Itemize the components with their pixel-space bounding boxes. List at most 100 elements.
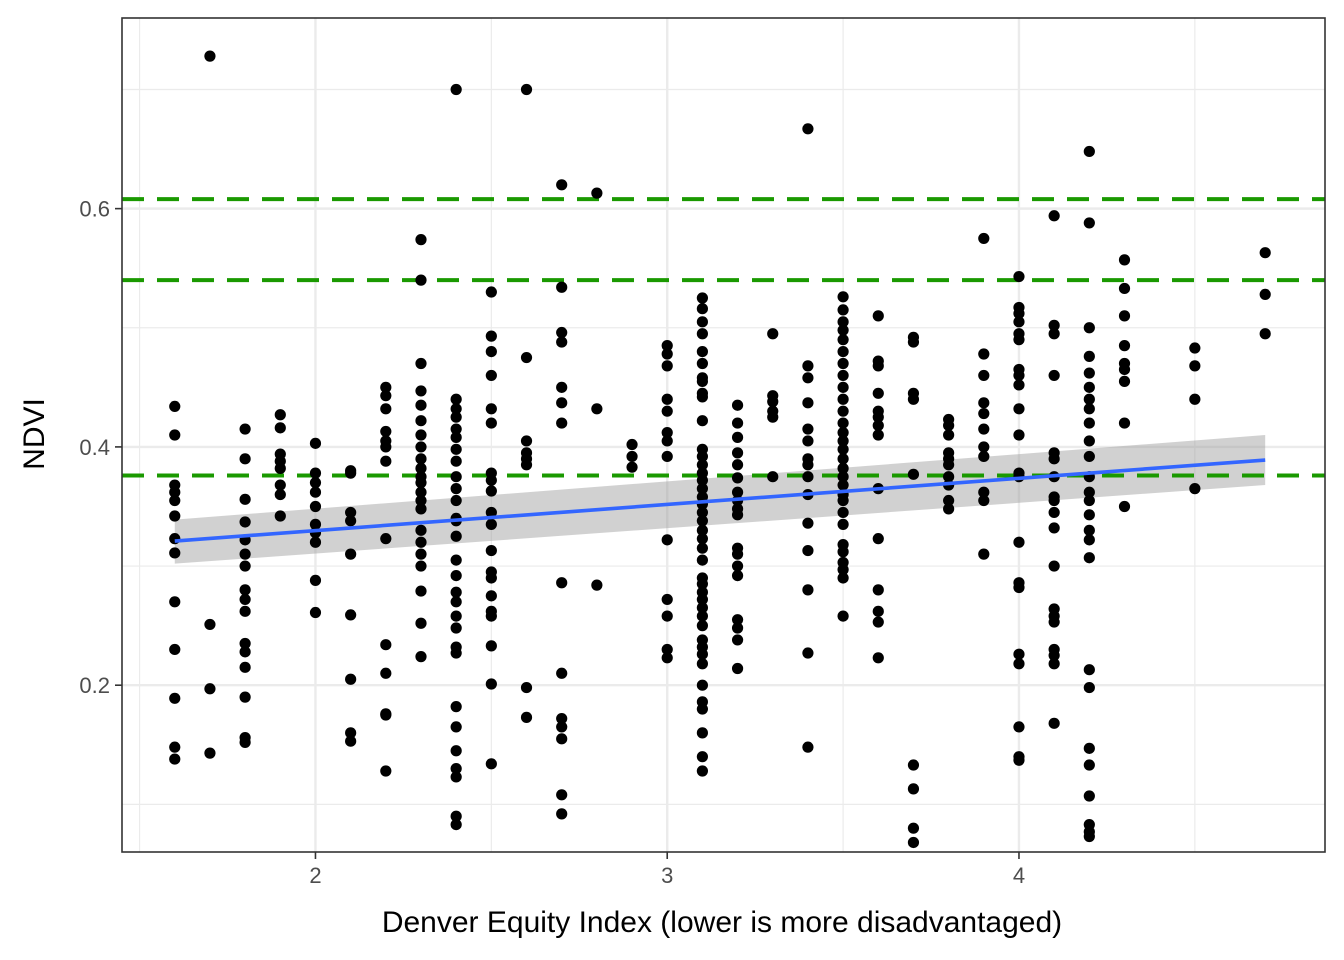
y-tick-label: 0.2 <box>79 673 110 698</box>
data-point <box>1048 506 1060 519</box>
data-point <box>731 509 744 521</box>
data-point <box>696 515 708 527</box>
data-point <box>767 396 779 408</box>
data-point <box>520 459 533 471</box>
panel-border <box>121 17 1326 853</box>
data-point <box>1013 307 1025 320</box>
data-point <box>204 618 216 631</box>
data-point <box>1189 393 1201 405</box>
data-point <box>731 472 744 484</box>
data-point <box>239 736 251 748</box>
data-point <box>415 234 427 246</box>
data-point <box>591 403 603 415</box>
data-point <box>415 462 427 474</box>
data-point <box>1118 254 1131 266</box>
data-point <box>274 422 286 434</box>
data-point <box>485 369 497 382</box>
data-point <box>450 622 462 634</box>
data-point <box>380 441 392 453</box>
data-point <box>837 546 849 558</box>
data-point <box>485 330 497 342</box>
data-point <box>661 652 673 664</box>
data-point <box>450 83 462 96</box>
data-point <box>1048 522 1060 534</box>
data-point <box>661 427 673 439</box>
data-point <box>907 393 920 405</box>
data-point <box>485 678 497 690</box>
data-point <box>239 661 251 673</box>
data-point <box>415 385 427 397</box>
data-point <box>802 459 814 471</box>
data-point <box>169 494 181 507</box>
data-point <box>415 415 427 427</box>
data-point <box>767 328 779 340</box>
data-point <box>520 351 533 364</box>
data-point <box>661 393 673 405</box>
data-point <box>907 336 920 348</box>
data-point <box>1048 616 1060 628</box>
data-point <box>1083 217 1095 229</box>
data-point <box>345 548 357 560</box>
data-point <box>696 554 708 566</box>
data-point <box>520 711 533 723</box>
data-point <box>837 393 849 405</box>
data-point <box>239 516 251 528</box>
data-point <box>239 584 251 596</box>
data-point <box>239 548 251 560</box>
data-point <box>450 471 462 483</box>
data-point <box>204 683 216 695</box>
data-point <box>309 606 322 619</box>
data-point <box>485 640 497 652</box>
data-point <box>485 758 497 770</box>
data-point <box>731 548 744 560</box>
data-point <box>731 486 744 498</box>
data-point <box>1048 453 1060 465</box>
data-point <box>837 334 849 346</box>
data-point <box>1118 340 1131 352</box>
data-point <box>731 662 744 675</box>
data-point <box>661 534 673 546</box>
data-point <box>872 616 884 628</box>
data-point <box>802 435 814 447</box>
data-point <box>485 506 497 519</box>
data-point <box>872 533 884 545</box>
data-point <box>731 622 744 634</box>
data-point <box>450 455 462 467</box>
data-point <box>767 471 779 483</box>
data-point <box>1259 328 1271 340</box>
data-point <box>591 579 603 591</box>
data-point <box>1013 316 1025 328</box>
data-point <box>1083 664 1095 676</box>
data-point <box>978 407 990 420</box>
data-point <box>556 281 568 293</box>
data-point <box>345 727 357 739</box>
data-point <box>837 316 849 328</box>
data-point <box>556 336 568 348</box>
data-point <box>978 423 990 435</box>
data-point <box>696 542 708 554</box>
data-point <box>1118 375 1131 387</box>
data-point <box>1048 717 1060 729</box>
data-point <box>696 459 708 471</box>
data-point <box>837 610 849 622</box>
data-point <box>169 547 181 559</box>
data-point <box>696 648 708 660</box>
data-point <box>731 634 744 646</box>
data-point <box>802 647 814 659</box>
data-point <box>696 375 708 387</box>
data-point <box>345 735 357 747</box>
data-point <box>661 450 673 463</box>
data-point <box>731 614 744 626</box>
data-point <box>345 609 357 621</box>
data-point <box>1259 288 1271 301</box>
data-point <box>415 585 427 597</box>
data-point <box>556 397 568 409</box>
data-point <box>696 620 708 632</box>
data-point <box>450 745 462 757</box>
data-point <box>661 593 673 606</box>
data-point <box>169 510 181 522</box>
data-point <box>802 397 814 409</box>
data-point <box>1083 524 1095 536</box>
data-point <box>943 419 955 432</box>
data-point <box>943 494 955 507</box>
